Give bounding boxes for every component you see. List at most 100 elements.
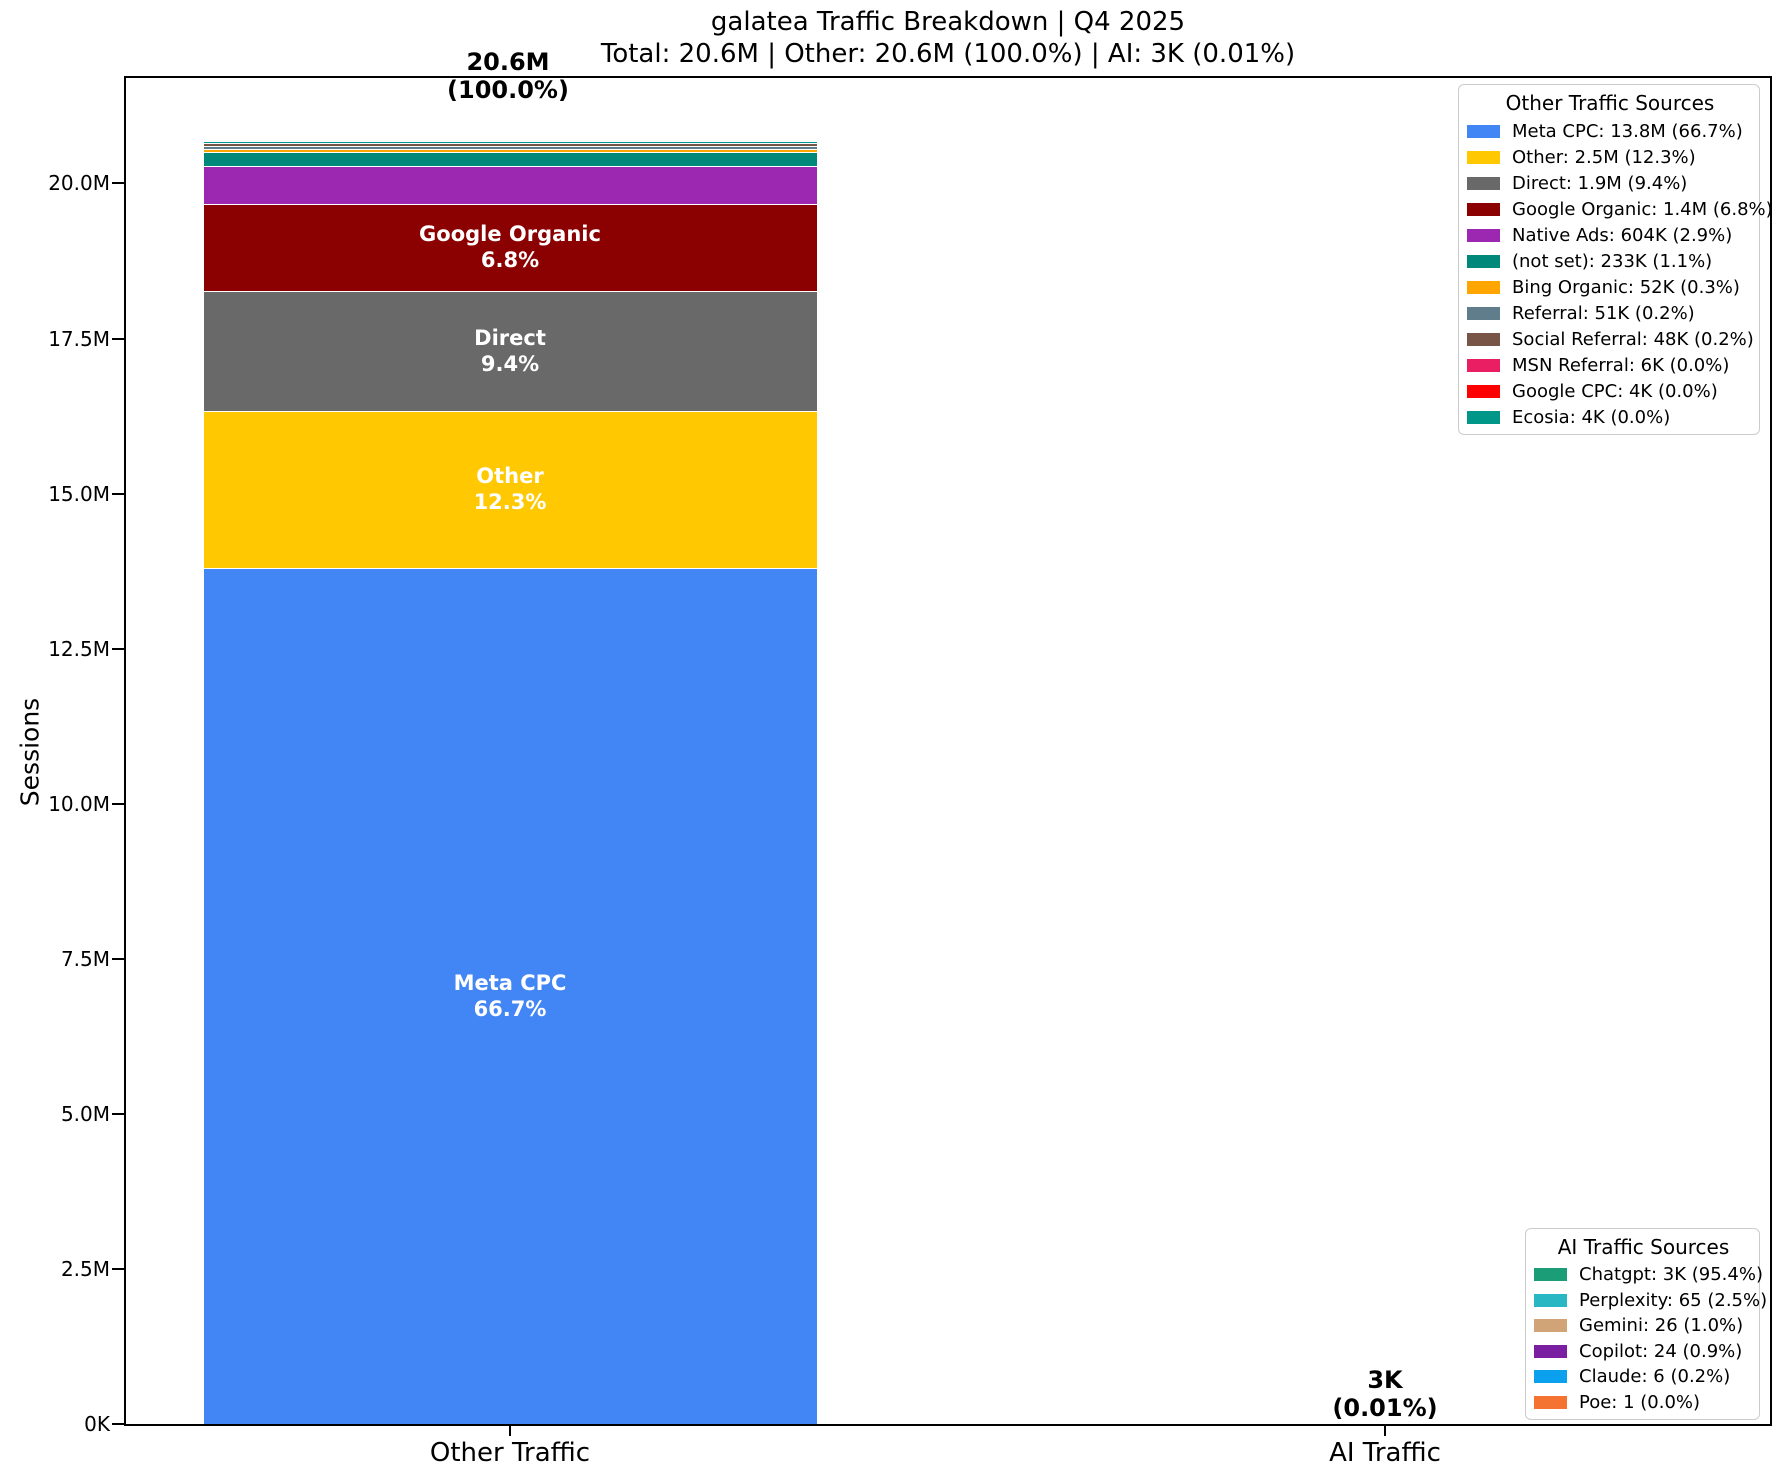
legend-label: Poe: 1 (0.0%) [1579,1391,1701,1413]
y-tick-mark [112,1267,124,1270]
legend-swatch-icon [1467,150,1500,164]
legend-ai-traffic-sources: AI Traffic Sources Chatgpt: 3K (95.4%) Per… [1525,1228,1767,1420]
legend-row: MSN Referral: 6K (0.0%) [1467,352,1753,378]
bar-segment-direct [203,290,817,411]
legend-label: Claude: 6 (0.2%) [1579,1366,1731,1388]
legend-other-traffic-sources: Other Traffic Sources Meta CPC: 13.8M (66… [1458,84,1773,435]
legend-row: Google Organic: 1.4M (6.8%) [1467,196,1773,222]
legend-row: Ecosia: 4K (0.0%) [1467,404,1753,430]
y-tick-mark [112,492,124,495]
y-tick-label: 20.0M [48,171,110,196]
legend-label: Other: 2.5M (12.3%) [1512,146,1696,168]
legend-swatch-icon [1467,306,1500,320]
y-tick-mark [112,182,124,185]
legend-row: Perplexity: 65 (2.5%) [1534,1288,1767,1314]
legend-row: (not set): 233K (1.1%) [1467,248,1753,274]
axis-spine-right [1770,76,1772,1426]
legend-label: Referral: 51K (0.2%) [1512,302,1695,324]
y-tick-mark [112,1112,124,1115]
legend-label: (not set): 233K (1.1%) [1512,250,1713,272]
bar-segment-native-ads [203,166,817,204]
legend-row: Direct: 1.9M (9.4%) [1467,170,1753,196]
x-tick-label-other: Other Traffic [429,1438,591,1468]
legend-swatch-icon [1534,1293,1567,1307]
y-tick-mark [112,337,124,340]
x-tick-mark [1384,1426,1386,1436]
legend-swatch-icon [1467,202,1500,216]
legend-swatch-icon [1534,1344,1567,1358]
legend-swatch-icon [1467,358,1500,372]
legend-swatch-icon [1467,384,1500,398]
y-tick-label: 15.0M [48,481,110,506]
legend-row: Native Ads: 604K (2.9%) [1467,222,1753,248]
legend-swatch-icon [1467,228,1500,242]
legend-row: Referral: 51K (0.2%) [1467,300,1753,326]
bar-segment-meta-cpc [203,568,817,1424]
y-tick-label: 2.5M [60,1256,110,1281]
legend-label: Chatgpt: 3K (95.4%) [1579,1264,1763,1286]
legend-row: Social Referral: 48K (0.2%) [1467,326,1754,352]
legend-label: Gemini: 26 (1.0%) [1579,1315,1744,1337]
bar-segment-bing-organic [203,148,817,152]
chart-title: galatea Traffic Breakdown | Q4 2025 [710,7,1186,37]
bar-total-annotation-other: 20.6M (100.0%) [447,48,569,104]
y-tick-mark [112,1423,124,1425]
legend-row: Bing Organic: 52K (0.3%) [1467,274,1753,300]
y-tick-label: 5.0M [60,1101,110,1126]
legend-swatch-icon [1467,176,1500,190]
legend-swatch-icon [1467,124,1500,138]
y-tick-mark [112,957,124,960]
bar-segment-google-organic [203,203,817,291]
legend-swatch-icon [1534,1395,1567,1409]
bar-segment-social-referral [203,142,817,146]
legend-row: Gemini: 26 (1.0%) [1534,1313,1753,1339]
legend-row: Poe: 1 (0.0%) [1534,1390,1753,1416]
y-tick-mark [112,647,124,650]
bar-segment-referral [203,145,817,149]
legend-label: Direct: 1.9M (9.4%) [1512,172,1688,194]
y-tick-label: 10.0M [48,791,110,816]
legend-row: Copilot: 24 (0.9%) [1534,1339,1753,1365]
y-tick-label: 0K [84,1412,110,1436]
x-tick-mark [509,1426,511,1436]
legend-label: Native Ads: 604K (2.9%) [1512,224,1733,246]
axis-spine-left [124,76,126,1426]
legend-row: Claude: 6 (0.2%) [1534,1364,1753,1390]
bar-segment-label: Other 12.3% [473,464,547,515]
legend-row: Chatgpt: 3K (95.4%) [1534,1262,1763,1288]
legend-label: Copilot: 24 (0.9%) [1579,1340,1743,1362]
chart-title-block: galatea Traffic Breakdown | Q4 2025 Tota… [601,6,1295,70]
bar-segment-label: Direct 9.4% [474,325,546,376]
y-tick-mark [112,802,124,805]
legend-swatch-icon [1534,1319,1567,1333]
legend-swatch-icon [1467,410,1500,424]
legend-label: Google Organic: 1.4M (6.8%) [1512,198,1773,220]
legend-swatch-icon [1534,1370,1567,1384]
legend-label: Social Referral: 48K (0.2%) [1512,328,1754,350]
bar-segment-label: Meta CPC 66.7% [453,971,567,1021]
legend-label: Google CPC: 4K (0.0%) [1512,380,1718,402]
plot-area: 0K 2.5M 5.0M 7.5M 10.0M 12.5M 15.0M 17.5M 20.0M O… [48,78,1770,1468]
chart-subtitle: Total: 20.6M | Other: 20.6M (100.0%) | A… [600,39,1296,69]
legend-swatch-icon [1467,280,1500,294]
axis-spine-top [124,76,1772,78]
legend-swatch-icon [1467,332,1500,346]
legend-label: Perplexity: 65 (2.5%) [1579,1289,1768,1311]
y-tick-label: 17.5M [48,326,110,351]
y-tick-label: 7.5M [60,946,110,971]
legend-row: Google CPC: 4K (0.0%) [1467,378,1753,404]
bar-segment--not-set- [203,152,817,167]
legend-swatch-icon [1534,1268,1567,1282]
legend-label: MSN Referral: 6K (0.0%) [1512,354,1730,376]
axis-spine-bottom [124,1424,1772,1426]
bar-segment-label: Google Organic 6.8% [419,222,601,273]
bar-segment-other [203,410,817,569]
bar-total-annotation-ai: 3K (0.01%) [1332,1366,1438,1422]
legend-label: Ecosia: 4K (0.0%) [1512,406,1671,428]
legend-title: AI Traffic Sources [1557,1235,1730,1259]
y-tick-label: 12.5M [48,636,110,661]
legend-row: Meta CPC: 13.8M (66.7%) [1467,118,1753,144]
legend-title: Other Traffic Sources [1505,91,1715,115]
legend-row: Other: 2.5M (12.3%) [1467,144,1753,170]
